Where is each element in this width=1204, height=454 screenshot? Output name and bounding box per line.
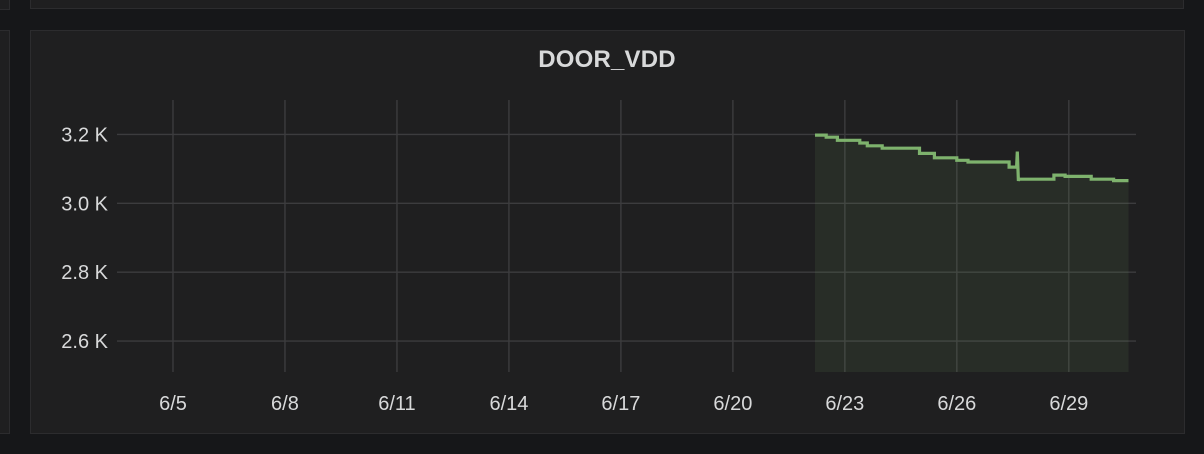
x-tick-label: 6/29 — [1049, 393, 1088, 415]
series-area — [815, 135, 1129, 372]
x-tick-label: 6/5 — [159, 393, 187, 415]
series-fill — [815, 135, 1129, 372]
chart-panel[interactable] — [30, 30, 1185, 434]
y-tick-label: 3.0 K — [61, 193, 108, 215]
x-tick-label: 6/14 — [489, 393, 528, 415]
previous-panel — [30, 0, 1184, 9]
x-tick-label: 6/23 — [825, 393, 864, 415]
y-tick-label: 2.6 K — [61, 331, 108, 353]
y-axis-labels: 3.2 K 3.0 K 2.8 K 2.6 K — [61, 124, 108, 353]
x-tick-label: 6/17 — [601, 393, 640, 415]
x-tick-label: 6/20 — [713, 393, 752, 415]
x-axis-labels: 6/5 6/8 6/11 6/14 6/17 6/20 6/23 6/26 6/29 — [159, 393, 1088, 415]
y-tick-label: 3.2 K — [61, 124, 108, 146]
grid — [117, 100, 1136, 372]
left-panel-edge — [0, 30, 10, 434]
x-tick-label: 6/11 — [378, 393, 415, 415]
series-line[interactable] — [815, 133, 1129, 183]
panel-title[interactable]: DOOR_VDD — [538, 46, 676, 73]
series-lines — [815, 133, 1129, 183]
x-tick-label: 6/8 — [271, 393, 299, 415]
y-tick-label: 2.8 K — [61, 262, 108, 284]
left-panel-edge-top — [0, 0, 10, 10]
x-tick-label: 6/26 — [937, 393, 976, 415]
